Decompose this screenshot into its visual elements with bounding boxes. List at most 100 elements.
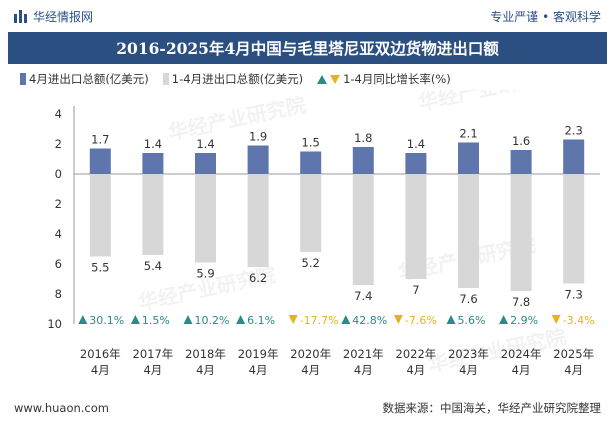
legend-item-growth: 1-4月同比增长率(%) (317, 71, 451, 87)
bar-monthly-label: 1.9 (249, 130, 267, 144)
growth-label: 2.9% (510, 314, 538, 327)
x-tick-label: 2022年 (396, 347, 437, 361)
legend-item-monthly: 4月进出口总额(亿美元) (20, 71, 149, 87)
bar-monthly (300, 151, 322, 174)
growth-down-icon (288, 315, 298, 324)
bar-monthly (195, 153, 216, 174)
footer-source: 数据来源：中国海关，华经产业研究院整理 (382, 401, 602, 415)
growth-up-icon (78, 315, 88, 324)
y-tick-label: 0 (55, 167, 62, 181)
x-tick-label: 2016年 (80, 347, 121, 361)
legend-label-monthly: 4月进出口总额(亿美元) (29, 72, 149, 86)
x-tick-label: 4月 (249, 363, 268, 377)
growth-up-icon (341, 315, 351, 324)
y-tick-label: 6 (55, 257, 62, 271)
bar-cumulative (352, 174, 374, 285)
footer: www.huaon.com 数据来源：中国海关，华经产业研究院整理 (0, 396, 615, 420)
x-tick-label: 2021年 (343, 347, 384, 361)
bar-cumulative (458, 174, 479, 288)
bar-cumulative-label: 5.2 (302, 256, 320, 270)
bar-cumulative (510, 174, 532, 291)
legend: 4月进出口总额(亿美元) 1-4月进出口总额(亿美元) 1-4月同比增长率(%) (20, 70, 451, 88)
bar-cumulative-label: 6.2 (249, 271, 267, 285)
growth-up-icon (183, 315, 193, 324)
bar-cumulative (247, 174, 269, 267)
brand-logo-icon (14, 9, 27, 23)
growth-label: 10.2% (195, 314, 230, 327)
bar-monthly (247, 145, 269, 174)
watermark-text: 华经产业研究院 (166, 92, 308, 145)
growth-up-icon (236, 315, 246, 324)
down-triangle-icon (330, 74, 341, 84)
y-tick-label: 4 (55, 107, 62, 121)
bar-monthly (89, 148, 111, 174)
legend-label-growth: 1-4月同比增长率(%) (343, 72, 451, 86)
growth-label: 5.6% (458, 314, 486, 327)
x-tick-label: 2020年 (290, 347, 331, 361)
watermark-text: 华经产业研究院 (416, 90, 558, 115)
x-tick-label: 4月 (91, 363, 110, 377)
x-tick-label: 2018年 (185, 347, 226, 361)
x-tick-label: 4月 (406, 363, 425, 377)
bar-cumulative-label: 7 (412, 283, 419, 297)
bar-monthly (142, 153, 164, 174)
bar-monthly-label: 2.1 (459, 127, 477, 141)
bar-monthly (510, 150, 532, 174)
bar-monthly (352, 147, 374, 174)
legend-swatch-dark (20, 73, 26, 85)
slogan: 专业严谨 • 客观科学 (490, 9, 601, 24)
x-tick-label: 2024年 (501, 347, 542, 361)
bar-cumulative (563, 174, 585, 284)
brand: 华经情报网 (0, 8, 93, 25)
bar-monthly (458, 142, 479, 174)
up-triangle-icon (317, 74, 328, 84)
growth-up-icon (130, 315, 140, 324)
x-tick-label: 2019年 (238, 347, 279, 361)
growth-down-icon (393, 315, 403, 324)
x-tick-label: 4月 (512, 363, 531, 377)
top-bar: 华经情报网 专业严谨 • 客观科学 (0, 0, 615, 32)
footer-url[interactable]: www.huaon.com (14, 401, 109, 415)
bar-monthly-label: 1.6 (512, 134, 530, 148)
bar-cumulative (142, 174, 164, 255)
bar-cumulative (195, 174, 216, 263)
y-tick-label: 2 (55, 197, 62, 211)
growth-label: 42.8% (352, 314, 387, 327)
y-tick-label: 2 (55, 137, 62, 151)
bar-cumulative (89, 174, 111, 257)
bar-monthly-label: 1.4 (407, 137, 425, 151)
bar-cumulative-label: 5.9 (196, 267, 214, 281)
x-tick-label: 4月 (143, 363, 162, 377)
bar-cumulative (405, 174, 427, 279)
growth-up-icon (446, 315, 456, 324)
growth-label: 1.5% (142, 314, 170, 327)
bar-cumulative-label: 7.6 (459, 292, 477, 306)
x-tick-label: 4月 (196, 363, 215, 377)
bar-monthly-label: 1.5 (302, 136, 320, 150)
bar-monthly-label: 1.7 (91, 133, 109, 147)
bar-monthly (563, 139, 585, 174)
y-tick-label: 8 (55, 287, 62, 301)
legend-item-cumulative: 1-4月进出口总额(亿美元) (162, 71, 303, 87)
chart-title: 2016-2025年4月中国与毛里塔尼亚双边货物进出口额 (8, 32, 607, 64)
brand-name: 华经情报网 (33, 9, 94, 24)
growth-label: -7.6% (405, 314, 437, 327)
bar-cumulative-label: 5.4 (144, 259, 162, 273)
y-tick-label: 4 (55, 227, 62, 241)
bar-monthly-label: 1.4 (196, 137, 214, 151)
bar-monthly-label: 2.3 (565, 124, 583, 138)
bar-cumulative-label: 5.5 (91, 261, 109, 275)
chart-area: 华经产业研究院华经产业研究院华经产业研究院华经产业研究院华经产业研究院42024… (47, 90, 600, 377)
x-tick-label: 2017年 (133, 347, 174, 361)
legend-swatch-light (162, 73, 169, 85)
x-tick-label: 2025年 (553, 347, 594, 361)
growth-label: -17.7% (300, 314, 339, 327)
x-tick-label: 2023年 (448, 347, 489, 361)
x-tick-label: 4月 (354, 363, 373, 377)
x-tick-label: 4月 (301, 363, 320, 377)
growth-label: -3.4% (563, 314, 595, 327)
bar-monthly (405, 153, 427, 174)
bar-cumulative-label: 7.8 (512, 295, 530, 309)
bar-cumulative-label: 7.3 (565, 288, 583, 302)
growth-label: 30.1% (89, 314, 124, 327)
